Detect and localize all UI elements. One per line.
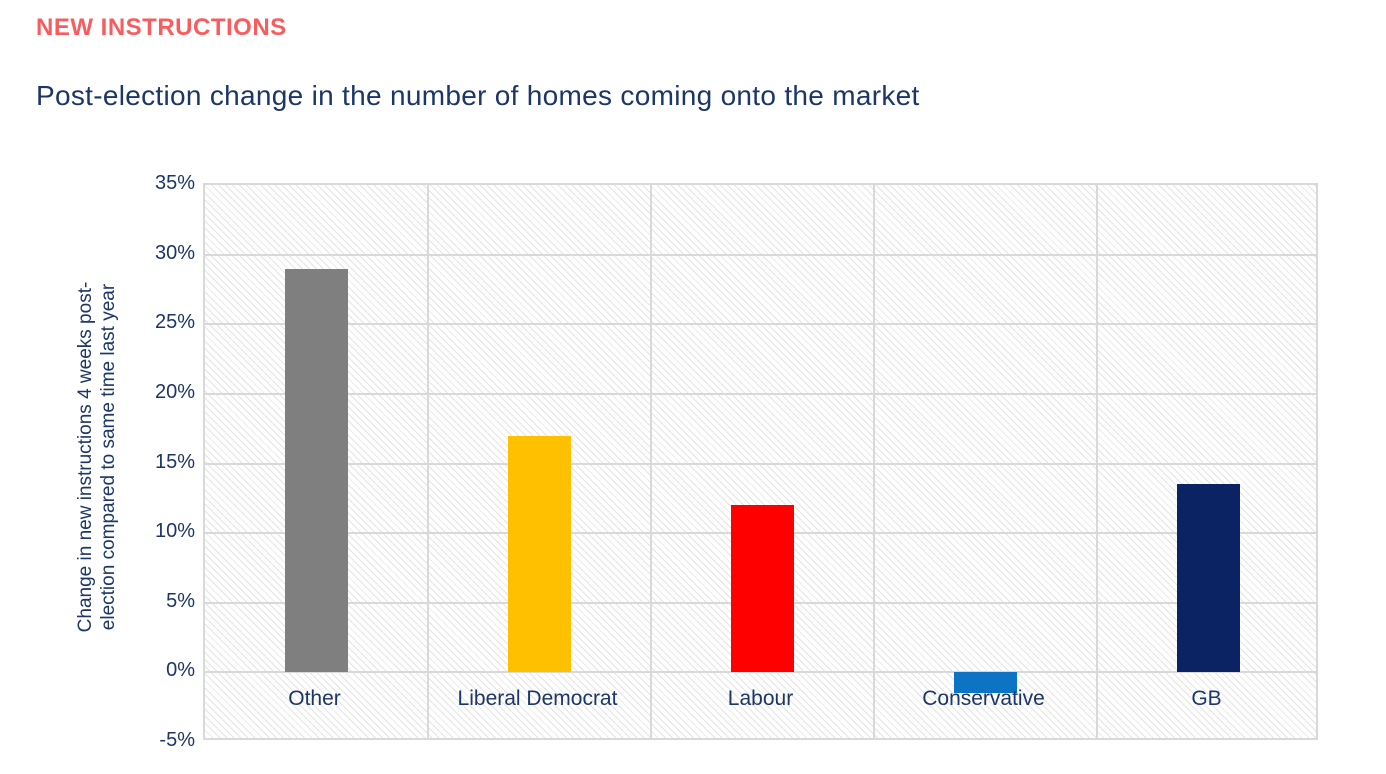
y-tick-label-10pct: 10%: [154, 520, 195, 543]
y-tick-label-20pct: 20%: [154, 380, 195, 403]
y-tick-label-5pct: 5%: [166, 589, 195, 612]
horizontal-gridline: [205, 392, 1316, 395]
y-tick-label-15pct: 15%: [154, 450, 195, 473]
category-label-labour: Labour: [727, 687, 794, 711]
y-tick-label-35pct: 35%: [154, 172, 195, 194]
category-label-liberal-democrat: Liberal Democrat: [457, 687, 618, 711]
bar-other: [285, 268, 348, 673]
bar-conservative: [954, 672, 1017, 694]
horizontal-gridline: [205, 462, 1316, 465]
vertical-gridline: [650, 185, 652, 738]
chart-title: Post-election change in the number of ho…: [36, 80, 920, 111]
y-tick-label-25pct: 25%: [154, 311, 195, 334]
bar-gb: [1177, 484, 1240, 673]
vertical-gridline: [1096, 185, 1098, 738]
bar-liberal-democrat: [508, 435, 571, 673]
y-tick-label-30pct: 30%: [154, 241, 195, 264]
y-tick-label-neg5pct: -5%: [159, 729, 195, 751]
horizontal-gridline: [205, 671, 1316, 674]
vertical-gridline: [427, 185, 429, 738]
section-kicker: NEW INSTRUCTIONS: [36, 14, 287, 41]
category-label-conservative: Conservative: [922, 687, 1045, 711]
plot-area: [203, 183, 1318, 740]
y-tick-label-0pct: 0%: [166, 659, 195, 682]
category-label-other: Other: [288, 687, 341, 711]
horizontal-gridline: [205, 323, 1316, 326]
category-label-gb: GB: [1191, 687, 1222, 711]
horizontal-gridline: [205, 253, 1316, 256]
bar-labour: [731, 505, 794, 673]
vertical-gridline: [873, 185, 875, 738]
